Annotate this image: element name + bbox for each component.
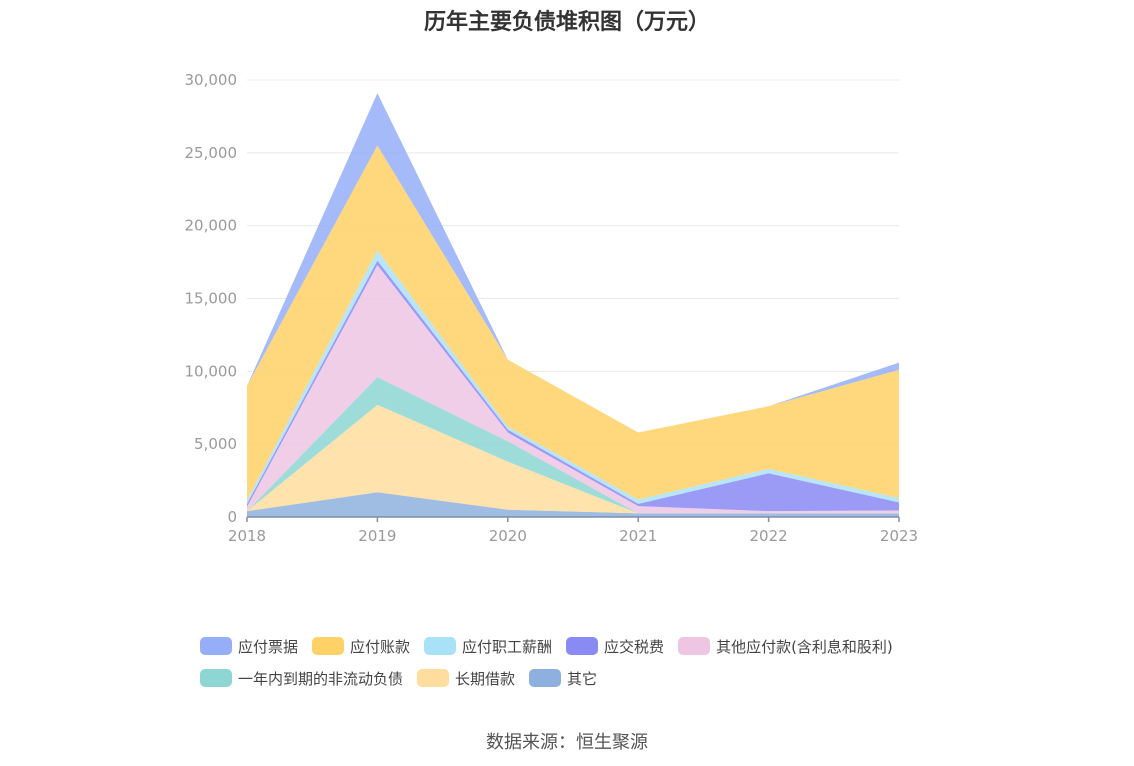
y-tick-label: 15,000 [185,290,238,308]
y-tick-label: 10,000 [185,362,238,380]
x-tick-label: 2018 [228,527,266,545]
area-series-其它 [247,492,899,517]
x-tick-label: 2023 [880,527,918,545]
legend-swatch [200,637,232,655]
legend-label: 其它 [567,669,598,688]
legend-swatch [424,637,457,655]
y-tick-label: 30,000 [185,71,238,89]
y-tick-label: 25,000 [185,144,238,162]
legend-item[interactable]: 应交税费 [566,636,664,657]
legend-row: 应付票据 应付账款 应付职工薪酬 应交税费 其他应付款(含利息和股利) [200,630,960,662]
y-axis-tick-labels: 0 5,000 10,000 15,000 20,000 25,000 30,000 [185,71,238,526]
legend-label: 应交税费 [604,637,665,656]
legend-label: 其他应付款(含利息和股利) [716,637,893,656]
legend-item[interactable]: 应付账款 [312,636,410,657]
x-axis-tick-labels: 2018 2019 2020 2021 2022 2023 [228,527,918,545]
chart-title: 历年主要负债堆积图（万元） [423,10,710,35]
legend-label: 一年内到期的非流动负债 [238,669,404,688]
legend-swatch [529,669,562,687]
legend-label: 应付职工薪酬 [462,637,553,656]
area-series-应付账款 [247,145,899,501]
area-series-一年内到期的非流动负债 [247,377,899,514]
legend-item[interactable]: 应付票据 [200,636,298,657]
legend-item[interactable]: 其他应付款(含利息和股利) [678,636,893,657]
legend-item[interactable]: 一年内到期的非流动负债 [200,668,403,689]
legend-swatch [312,637,345,655]
legend-label: 应付票据 [238,637,299,656]
legend-item[interactable]: 长期借款 [417,668,515,689]
data-source: 数据来源：恒生聚源 [486,732,648,753]
x-tick-label: 2020 [489,527,527,545]
legend-row: 一年内到期的非流动负债 长期借款 其它 [200,662,960,694]
y-tick-label: 5,000 [194,435,237,453]
stacked-area-chart: 0 5,000 10,000 15,000 20,000 25,000 30,000 201… [185,71,919,545]
legend-swatch [417,669,450,687]
x-tick-label: 2021 [619,527,657,545]
y-tick-label: 0 [227,508,237,526]
area-series [247,93,899,517]
legend-label: 长期借款 [455,669,516,688]
legend-swatch [678,637,711,655]
y-tick-label: 20,000 [185,217,238,235]
legend-item[interactable]: 其它 [529,668,597,689]
legend-label: 应付账款 [350,637,411,656]
legend-swatch [200,669,232,687]
area-series-其他应付款(含利息和股利) [247,264,899,514]
area-series-长期借款 [247,404,899,514]
legend-swatch [566,637,599,655]
x-axis [246,516,900,522]
legend: 应付票据 应付账款 应付职工薪酬 应交税费 其他应付款(含利息和股利) 一年内到期的非流… [200,630,960,694]
x-tick-label: 2022 [750,527,788,545]
area-series-应付票据 [247,93,899,433]
x-tick-label: 2019 [358,527,396,545]
legend-item[interactable]: 应付职工薪酬 [424,636,552,657]
